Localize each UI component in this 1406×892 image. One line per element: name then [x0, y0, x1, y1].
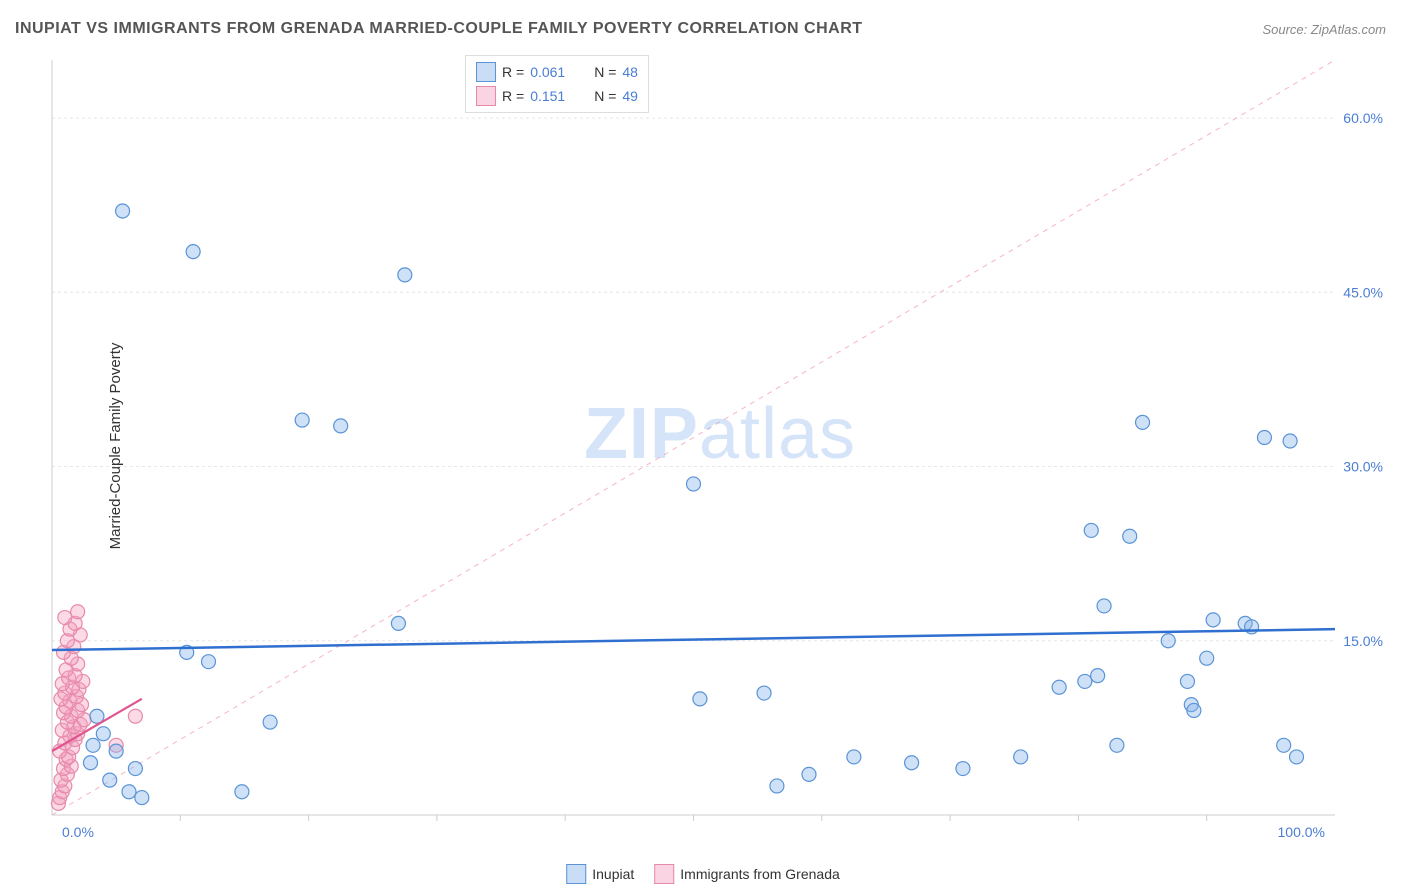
- svg-text:45.0%: 45.0%: [1343, 284, 1383, 300]
- swatch-blue-icon: [476, 62, 496, 82]
- legend-row: R = 0.061 N = 48: [476, 60, 638, 84]
- r-label: R =: [502, 64, 524, 80]
- legend-item-grenada: Immigrants from Grenada: [654, 864, 840, 884]
- legend-label: Inupiat: [592, 866, 634, 882]
- legend-row: R = 0.151 N = 49: [476, 84, 638, 108]
- source-attribution: Source: ZipAtlas.com: [1262, 22, 1386, 37]
- series-legend: Inupiat Immigrants from Grenada: [566, 864, 840, 884]
- svg-text:60.0%: 60.0%: [1343, 110, 1383, 126]
- r-value: 0.151: [530, 88, 580, 104]
- chart-title: INUPIAT VS IMMIGRANTS FROM GRENADA MARRI…: [15, 20, 863, 38]
- correlation-legend: R = 0.061 N = 48 R = 0.151 N = 49: [465, 55, 649, 113]
- swatch-pink-icon: [654, 864, 674, 884]
- chart-plot-area: 15.0%30.0%45.0%60.0%0.0%100.0% ZIPatlas: [50, 55, 1390, 845]
- scatter-plot-svg: 15.0% 30.0% 45.0% 60.0% 0.0% 100.0%: [50, 55, 1390, 845]
- n-label: N =: [594, 64, 616, 80]
- n-value: 49: [622, 88, 638, 104]
- legend-item-inupiat: Inupiat: [566, 864, 634, 884]
- svg-text:30.0%: 30.0%: [1343, 459, 1383, 475]
- swatch-blue-icon: [566, 864, 586, 884]
- swatch-pink-icon: [476, 86, 496, 106]
- svg-text:100.0%: 100.0%: [1278, 824, 1325, 840]
- legend-label: Immigrants from Grenada: [680, 866, 840, 882]
- n-value: 48: [622, 64, 638, 80]
- svg-text:0.0%: 0.0%: [62, 824, 94, 840]
- n-label: N =: [594, 88, 616, 104]
- r-label: R =: [502, 88, 524, 104]
- svg-text:15.0%: 15.0%: [1343, 633, 1383, 649]
- r-value: 0.061: [530, 64, 580, 80]
